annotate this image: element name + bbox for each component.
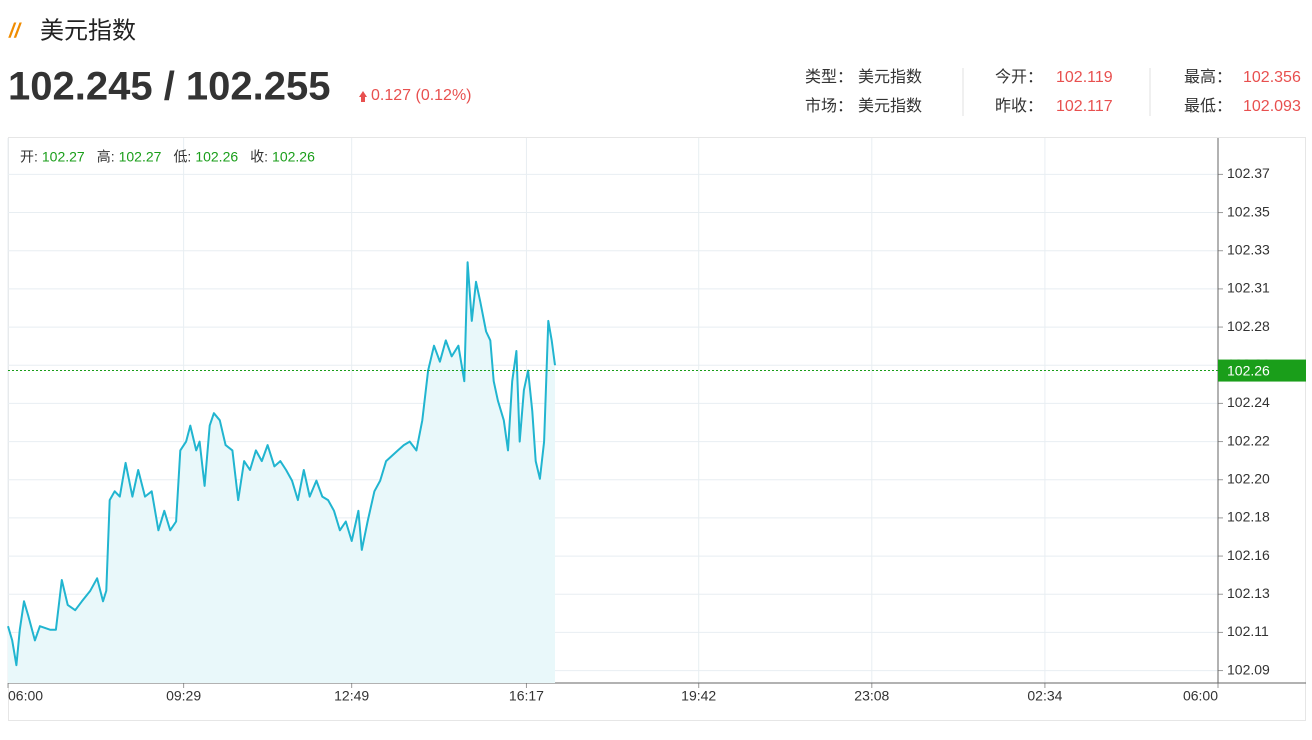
x-tick-label: 09:29 bbox=[166, 688, 201, 704]
info-value: 102.117 bbox=[1056, 98, 1113, 115]
ohlc-value: 102.26 bbox=[195, 149, 238, 165]
up-arrow bbox=[359, 91, 367, 102]
y-tick-label: 102.20 bbox=[1227, 470, 1270, 486]
x-tick-label: 06:00 bbox=[8, 688, 43, 704]
x-tick-label: 02:34 bbox=[1027, 688, 1062, 704]
ohlc-label: 开: bbox=[20, 149, 38, 165]
last-price-label: 102.26 bbox=[1227, 362, 1270, 378]
logo: // bbox=[8, 20, 23, 42]
ohlc-label: 收: bbox=[250, 149, 268, 165]
y-tick-label: 102.24 bbox=[1227, 394, 1270, 410]
y-tick-label: 102.28 bbox=[1227, 318, 1270, 334]
y-tick-label: 102.35 bbox=[1227, 203, 1270, 219]
x-tick-label: 16:17 bbox=[509, 688, 544, 704]
ohlc-value: 102.27 bbox=[119, 149, 162, 165]
y-tick-label: 102.13 bbox=[1227, 585, 1270, 601]
info-value: 102.356 bbox=[1243, 69, 1301, 86]
area bbox=[8, 262, 556, 683]
x-tick-label: 12:49 bbox=[334, 688, 369, 704]
ohlc-value: 102.27 bbox=[42, 149, 85, 165]
y-tick-label: 102.09 bbox=[1227, 661, 1270, 677]
info-label: 今开： bbox=[995, 68, 1043, 86]
y-tick-label: 102.37 bbox=[1227, 165, 1270, 181]
info-label: 最低： bbox=[1184, 97, 1232, 115]
info-value: 美元指数 bbox=[858, 97, 922, 115]
title: 美元指数 bbox=[40, 17, 136, 44]
info-label: 最高： bbox=[1184, 68, 1232, 86]
info-label: 类型： bbox=[805, 68, 853, 86]
y-tick-label: 102.22 bbox=[1227, 432, 1270, 448]
x-tick-label: 06:00 bbox=[1183, 688, 1218, 704]
info-value: 102.093 bbox=[1243, 98, 1301, 115]
y-tick-label: 102.11 bbox=[1227, 623, 1269, 639]
info-value: 美元指数 bbox=[858, 68, 922, 86]
line bbox=[7, 261, 556, 667]
price: 102.245 / 102.255 bbox=[8, 65, 331, 109]
y-tick-label: 102.16 bbox=[1227, 547, 1270, 563]
info-value: 102.119 bbox=[1056, 69, 1113, 86]
y-tick-label: 102.33 bbox=[1227, 241, 1270, 257]
x-tick-label: 23:08 bbox=[854, 688, 889, 704]
change: 0.127 (0.12%) bbox=[371, 87, 472, 104]
x-tick-label: 19:42 bbox=[681, 688, 716, 704]
y-tick-label: 102.31 bbox=[1227, 280, 1270, 296]
ohlc-label: 低: bbox=[173, 149, 191, 165]
last-price-box bbox=[1218, 359, 1306, 382]
y-tick-label: 102.18 bbox=[1227, 509, 1270, 525]
info-label: 市场： bbox=[805, 97, 853, 115]
ohlc-value: 102.26 bbox=[272, 149, 315, 165]
info-label: 昨收： bbox=[995, 97, 1043, 115]
ohlc-label: 高: bbox=[97, 149, 115, 165]
